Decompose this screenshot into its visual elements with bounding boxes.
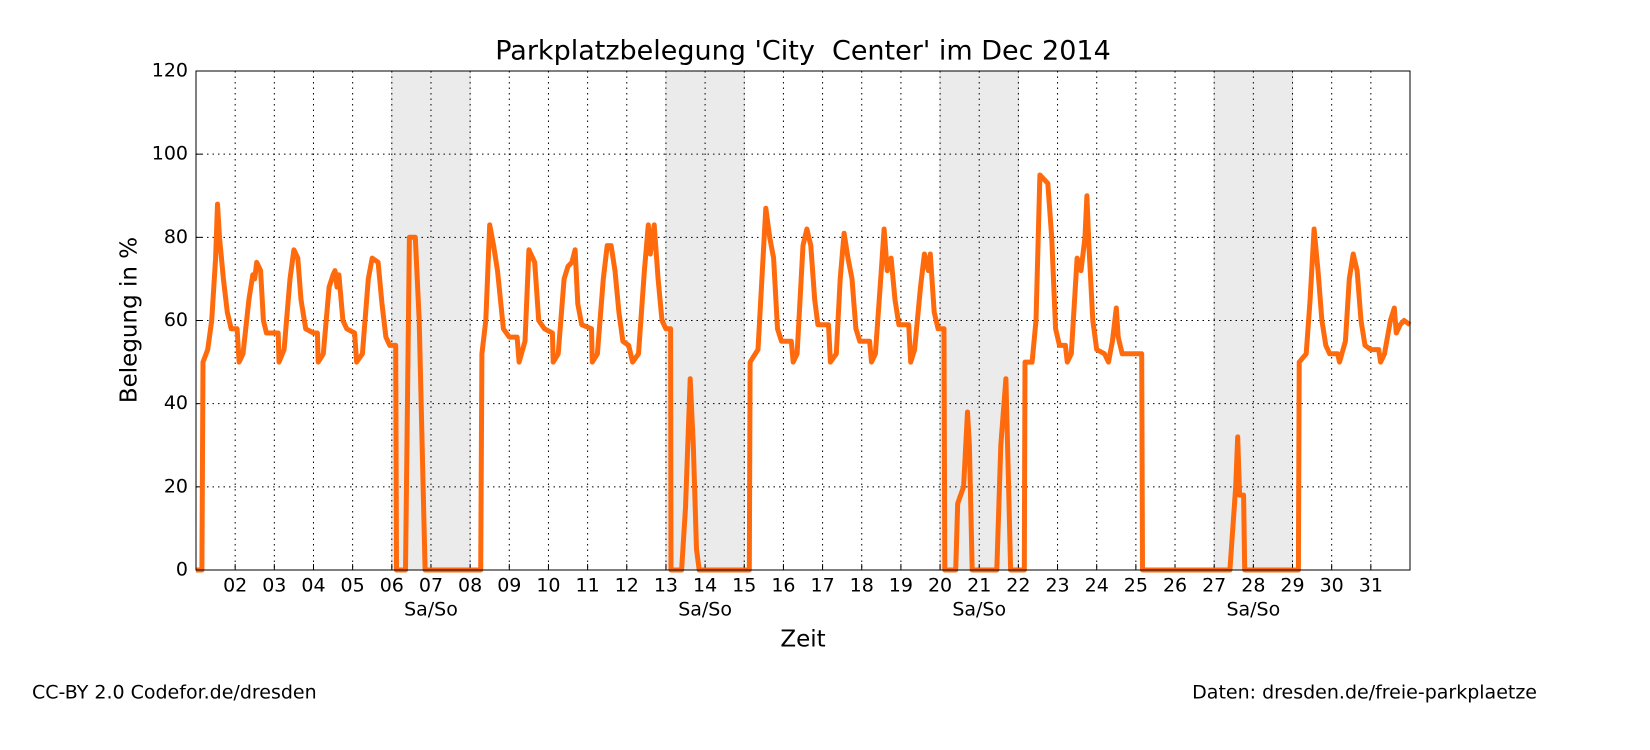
y-tick-label: 40 <box>164 392 188 414</box>
x-tick-label: 24 <box>1085 575 1109 597</box>
x-axis-label: Zeit <box>780 627 825 653</box>
x-tick-label: 04 <box>301 575 325 597</box>
x-tick-label: 16 <box>771 575 795 597</box>
y-axis-label: Belegung in % <box>117 237 143 403</box>
chart-title: Parkplatzbelegung 'City Center' im Dec 2… <box>495 36 1111 67</box>
x-tick-label: 08 <box>458 575 482 597</box>
plot-frame <box>195 70 1411 571</box>
weekend-label: Sa/So <box>1226 599 1280 621</box>
x-tick-label: 25 <box>1124 575 1148 597</box>
x-tick-label: 12 <box>615 575 639 597</box>
x-tick-label: 30 <box>1320 575 1344 597</box>
x-tick-label: 18 <box>850 575 874 597</box>
y-tick-label: 60 <box>164 309 188 331</box>
footer-right: Daten: dresden.de/freie-parkplaetze <box>1192 682 1537 704</box>
x-tick-label: 28 <box>1241 575 1265 597</box>
x-tick-label: 22 <box>1006 575 1030 597</box>
x-tick-label: 02 <box>223 575 247 597</box>
footer-left: CC-BY 2.0 Codefor.de/dresden <box>32 682 317 704</box>
x-tick-label: 03 <box>262 575 286 597</box>
x-tick-label: 26 <box>1163 575 1187 597</box>
x-tick-label: 31 <box>1359 575 1383 597</box>
x-tick-label: 06 <box>380 575 404 597</box>
weekend-label: Sa/So <box>678 599 732 621</box>
y-tick-label: 80 <box>164 226 188 248</box>
x-tick-label: 19 <box>889 575 913 597</box>
x-tick-label: 11 <box>576 575 600 597</box>
x-tick-label: 13 <box>654 575 678 597</box>
y-tick-label: 0 <box>176 559 188 581</box>
x-tick-label: 27 <box>1202 575 1226 597</box>
series-line <box>196 172 1412 573</box>
x-tick-label: 09 <box>497 575 521 597</box>
x-tick-label: 14 <box>693 575 717 597</box>
x-tick-label: 29 <box>1280 575 1304 597</box>
x-tick-label: 20 <box>928 575 952 597</box>
x-tick-label: 17 <box>810 575 834 597</box>
y-tick-label: 20 <box>164 475 188 497</box>
x-tick-label: 21 <box>967 575 991 597</box>
x-tick-label: 07 <box>419 575 443 597</box>
x-tick-label: 05 <box>341 575 365 597</box>
y-tick-label: 120 <box>152 60 188 82</box>
x-tick-label: 23 <box>1045 575 1069 597</box>
x-tick-label: 15 <box>732 575 756 597</box>
x-tick-label: 10 <box>536 575 560 597</box>
weekend-label: Sa/So <box>404 599 458 621</box>
y-tick-label: 100 <box>152 143 188 165</box>
weekend-label: Sa/So <box>952 599 1006 621</box>
